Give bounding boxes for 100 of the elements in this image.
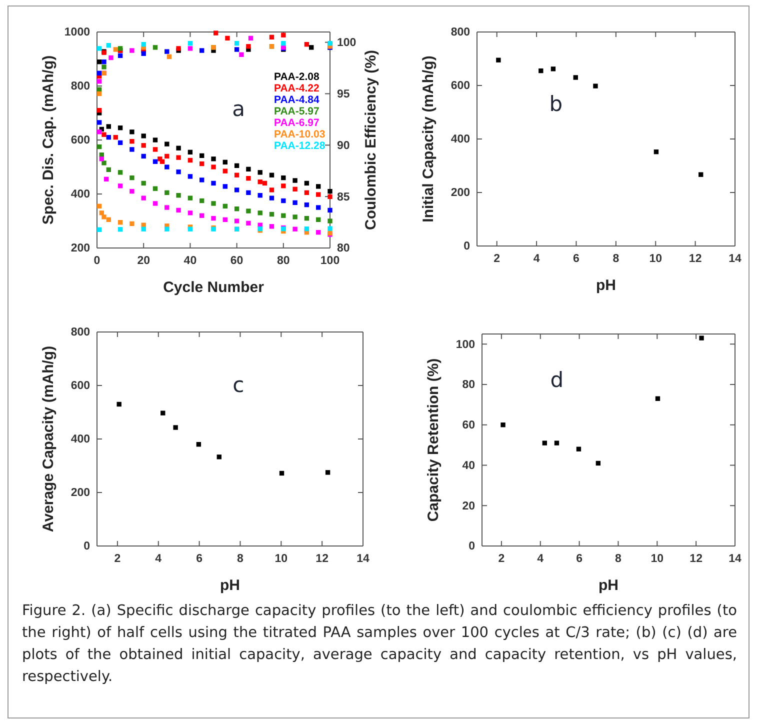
y-tick-label: 1000 — [64, 26, 90, 39]
point — [258, 193, 262, 198]
point — [188, 174, 193, 179]
text: PAA-2.08 — [274, 71, 320, 83]
point — [292, 200, 298, 205]
point — [188, 158, 193, 163]
y-tick-label: 40 — [462, 460, 475, 472]
point — [141, 196, 146, 200]
point — [113, 47, 118, 52]
y-tick-label: 0 — [84, 540, 90, 553]
point — [188, 210, 193, 216]
point — [316, 205, 321, 210]
x-tick-label: 4 — [533, 253, 540, 266]
point — [328, 194, 332, 200]
y2-tick-label: 90 — [337, 140, 350, 152]
point — [234, 188, 240, 192]
point — [108, 55, 114, 60]
point — [246, 176, 251, 181]
point — [130, 221, 134, 226]
point — [164, 142, 170, 146]
point — [196, 442, 202, 447]
point — [152, 159, 158, 164]
point — [130, 139, 134, 144]
point — [309, 45, 314, 50]
point — [292, 214, 298, 220]
x-axis-title: pH — [596, 277, 616, 294]
caption: Figure 2. (a) Specific discharge capacity profiles (to the left) and coulombic efficiency profiles (to the right) of half cells using the titrated PAA samples over 100 cycles at C/3 rate; (b) (c) (d) are plots of the obtained initial capacity, average capacity and capacity retention, vs pH values, respectively. — [22, 602, 737, 687]
y2-tick-label: 80 — [337, 242, 350, 255]
y-tick-label: 600 — [450, 80, 470, 92]
point — [130, 175, 134, 180]
point — [281, 184, 286, 188]
point — [106, 43, 111, 48]
x-tick-label: 4 — [537, 553, 544, 566]
point — [222, 184, 228, 189]
point — [106, 167, 111, 172]
point — [246, 166, 251, 172]
text: PAA-4.22 — [274, 82, 320, 94]
point — [246, 208, 251, 214]
point — [118, 220, 123, 225]
point — [176, 155, 181, 160]
x-tick-label: 6 — [196, 553, 203, 566]
point — [211, 156, 216, 162]
annotation: a — [232, 97, 246, 122]
point — [596, 460, 601, 466]
point — [96, 144, 102, 150]
point — [164, 154, 170, 159]
point — [164, 226, 170, 232]
point — [304, 42, 310, 47]
point — [164, 205, 170, 210]
point — [130, 130, 134, 134]
point — [269, 212, 274, 217]
point — [258, 180, 262, 184]
point — [200, 198, 204, 204]
point — [118, 184, 123, 188]
point — [234, 218, 240, 224]
y-tick-label: 20 — [462, 500, 475, 512]
point — [234, 40, 240, 46]
point — [281, 175, 286, 180]
point — [550, 66, 556, 72]
y-tick-label: 200 — [70, 487, 90, 500]
point — [281, 213, 286, 218]
point — [211, 201, 216, 206]
point — [176, 193, 181, 198]
point — [246, 190, 251, 195]
point — [176, 208, 181, 213]
point — [96, 91, 102, 96]
point — [246, 220, 251, 226]
x-tick-label: 80 — [277, 255, 290, 268]
point — [141, 222, 146, 228]
y2-axis-title: Coulombic Efficiency (%) — [362, 50, 380, 230]
x-tick-label: 8 — [612, 253, 620, 266]
point — [188, 40, 193, 46]
x-tick-label: 14 — [728, 253, 742, 266]
y-tick-label: 60 — [462, 420, 475, 432]
x-tick-label: 10 — [649, 253, 662, 266]
point — [234, 163, 240, 168]
text: PAA-4.84 — [274, 94, 320, 106]
point — [113, 134, 118, 140]
point — [102, 132, 106, 137]
text: PAA-6.97 — [274, 117, 320, 129]
point — [96, 130, 102, 134]
y-axis-title: Spec. Dis. Cap. (mAh/g) — [40, 55, 57, 225]
y-tick-label: 800 — [450, 26, 470, 39]
x-tick-label: 14 — [728, 553, 742, 566]
point — [316, 192, 321, 197]
point — [292, 186, 298, 192]
point — [102, 59, 106, 64]
x-tick-label: 4 — [155, 553, 162, 566]
point — [496, 58, 501, 62]
point — [654, 149, 659, 154]
point — [304, 202, 310, 208]
point — [99, 156, 104, 162]
y2-tick-label: 85 — [337, 191, 350, 204]
point — [222, 217, 228, 222]
x-tick-label: 2 — [498, 553, 505, 566]
y2-tick-label: 95 — [337, 88, 350, 100]
point — [160, 159, 165, 164]
x-tick-label: 8 — [615, 553, 622, 566]
point — [698, 172, 704, 177]
annotation: d — [550, 368, 564, 392]
